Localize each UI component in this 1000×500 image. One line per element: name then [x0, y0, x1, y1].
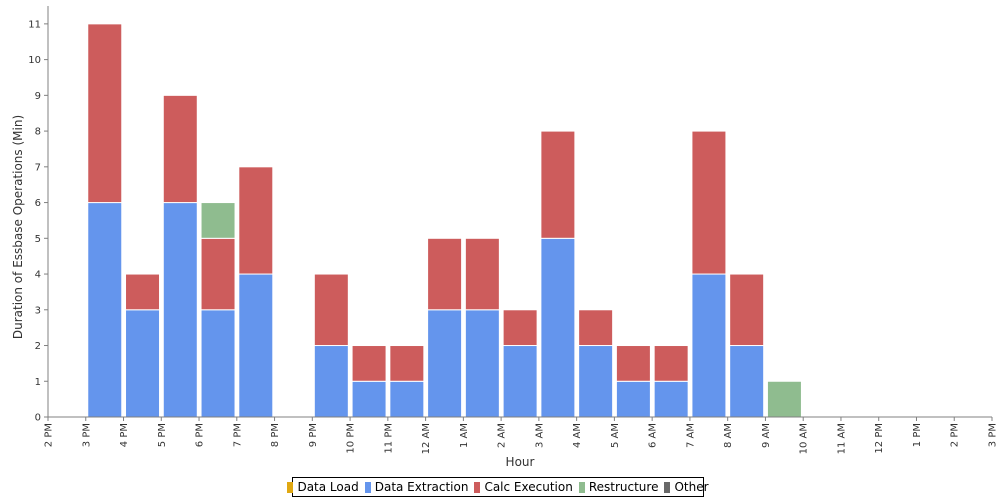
bar-segment-data-extraction — [578, 345, 614, 418]
x-tick-label: 11 PM — [383, 423, 394, 454]
y-tick-label: 6 — [35, 198, 41, 209]
x-tick-label: 10 AM — [799, 423, 810, 454]
bar-segment-data-extraction — [729, 345, 765, 418]
y-tick-label: 8 — [35, 127, 41, 138]
bar-segment-restructure — [766, 380, 802, 418]
bar-segment-data-extraction — [389, 380, 425, 418]
legend-item-restructure: Restructure — [578, 480, 659, 494]
bar-segment-data-extraction — [200, 309, 236, 418]
x-tick-label: 3 AM — [534, 423, 545, 448]
y-tick-label: 1 — [35, 377, 41, 388]
bar-segment-data-extraction — [691, 273, 727, 418]
bar-segment-calc-execution — [125, 273, 161, 311]
bar-segment-data-extraction — [125, 309, 161, 418]
bar-segment-calc-execution — [578, 309, 614, 347]
bar-segment-data-extraction — [653, 380, 689, 418]
bar-segment-calc-execution — [427, 237, 463, 311]
bar-segment-calc-execution — [502, 309, 538, 347]
bar-segment-calc-execution — [540, 130, 576, 239]
legend-swatch — [578, 481, 585, 493]
x-tick-label: 4 AM — [572, 423, 583, 448]
x-tick-label: 11 AM — [836, 423, 847, 454]
bar-segment-data-extraction — [427, 309, 463, 418]
y-tick-label: 3 — [35, 305, 41, 316]
bar-segment-data-extraction — [162, 202, 198, 418]
y-tick-label: 11 — [28, 19, 41, 30]
x-tick-label: 8 AM — [723, 423, 734, 448]
x-tick-label: 6 PM — [195, 423, 206, 447]
y-tick-label: 10 — [28, 55, 41, 66]
legend-label: Other — [674, 480, 709, 494]
y-tick-label: 5 — [35, 234, 41, 245]
x-tick-label: 3 PM — [988, 423, 999, 447]
bar-segment-data-extraction — [313, 345, 349, 418]
x-tick-label: 1 PM — [912, 423, 923, 447]
bar-segment-calc-execution — [691, 130, 727, 275]
x-tick-label: 6 AM — [648, 423, 659, 448]
legend-swatch — [664, 481, 671, 493]
x-tick-label: 12 PM — [874, 423, 885, 454]
y-tick-label: 9 — [35, 91, 41, 102]
bar-segment-calc-execution — [351, 345, 387, 382]
bar-segment-calc-execution — [464, 237, 500, 311]
axes-layer: 0 1 2 3 4 5 6 7 8 9 10 11 2 PM 3 PM 4 PM 5 PM 6 PM 7 PM 8 … — [28, 6, 999, 454]
legend-label: Data Load — [297, 480, 359, 494]
legend-item-other: Other — [664, 480, 709, 494]
x-tick-label: 1 AM — [459, 423, 470, 448]
bar-segment-calc-execution — [87, 23, 123, 204]
bar-segment-calc-execution — [200, 237, 236, 311]
legend-item-data-load: Data Load — [287, 480, 359, 494]
x-tick-label: 2 PM — [950, 423, 961, 447]
y-axis-title: Duration of Essbase Operations (Min) — [11, 115, 25, 339]
bar-segment-data-extraction — [615, 380, 651, 418]
x-tick-label: 2 AM — [497, 423, 508, 448]
bars-layer — [87, 23, 802, 418]
legend-item-data-extraction: Data Extraction — [364, 480, 469, 494]
x-tick-label: 10 PM — [346, 423, 357, 454]
bar-segment-calc-execution — [162, 94, 198, 204]
x-tick-label: 7 PM — [232, 423, 243, 447]
bar-segment-data-extraction — [464, 309, 500, 418]
bar-segment-calc-execution — [238, 166, 274, 275]
legend-item-calc-execution: Calc Execution — [474, 480, 573, 494]
legend-label: Calc Execution — [484, 480, 573, 494]
x-axis-title: Hour — [506, 455, 535, 469]
bar-segment-data-extraction — [87, 202, 123, 418]
bar-segment-calc-execution — [313, 273, 349, 347]
bar-segment-calc-execution — [653, 345, 689, 382]
legend: Data Load Data Extraction Calc Execution Re… — [287, 477, 709, 497]
bar-segment-restructure — [200, 202, 236, 239]
x-tick-label: 5 AM — [610, 423, 621, 448]
x-tick-label: 12 AM — [421, 423, 432, 454]
x-tick-label: 9 AM — [761, 423, 772, 448]
bar-segment-calc-execution — [615, 345, 651, 382]
legend-swatch — [287, 481, 294, 493]
bar-segment-calc-execution — [389, 345, 425, 382]
bar-segment-data-extraction — [540, 237, 576, 418]
bar-segment-data-extraction — [351, 380, 387, 418]
legend-label: Restructure — [588, 480, 659, 494]
bar-segment-calc-execution — [729, 273, 765, 347]
legend-swatch — [474, 481, 481, 493]
legend-swatch — [364, 481, 371, 493]
y-tick-label: 4 — [35, 270, 41, 281]
x-tick-label: 7 AM — [685, 423, 696, 448]
y-tick-label: 0 — [35, 413, 41, 424]
legend-label: Data Extraction — [374, 480, 469, 494]
x-tick-label: 3 PM — [81, 423, 92, 447]
x-tick-label: 2 PM — [44, 423, 55, 447]
x-tick-label: 8 PM — [270, 423, 281, 447]
x-tick-label: 9 PM — [308, 423, 319, 447]
x-tick-label: 5 PM — [157, 423, 168, 447]
x-tick-label: 4 PM — [119, 423, 130, 447]
bar-segment-data-extraction — [502, 345, 538, 418]
y-tick-label: 7 — [35, 162, 41, 173]
y-tick-label: 2 — [35, 341, 41, 352]
bar-segment-data-extraction — [238, 273, 274, 418]
